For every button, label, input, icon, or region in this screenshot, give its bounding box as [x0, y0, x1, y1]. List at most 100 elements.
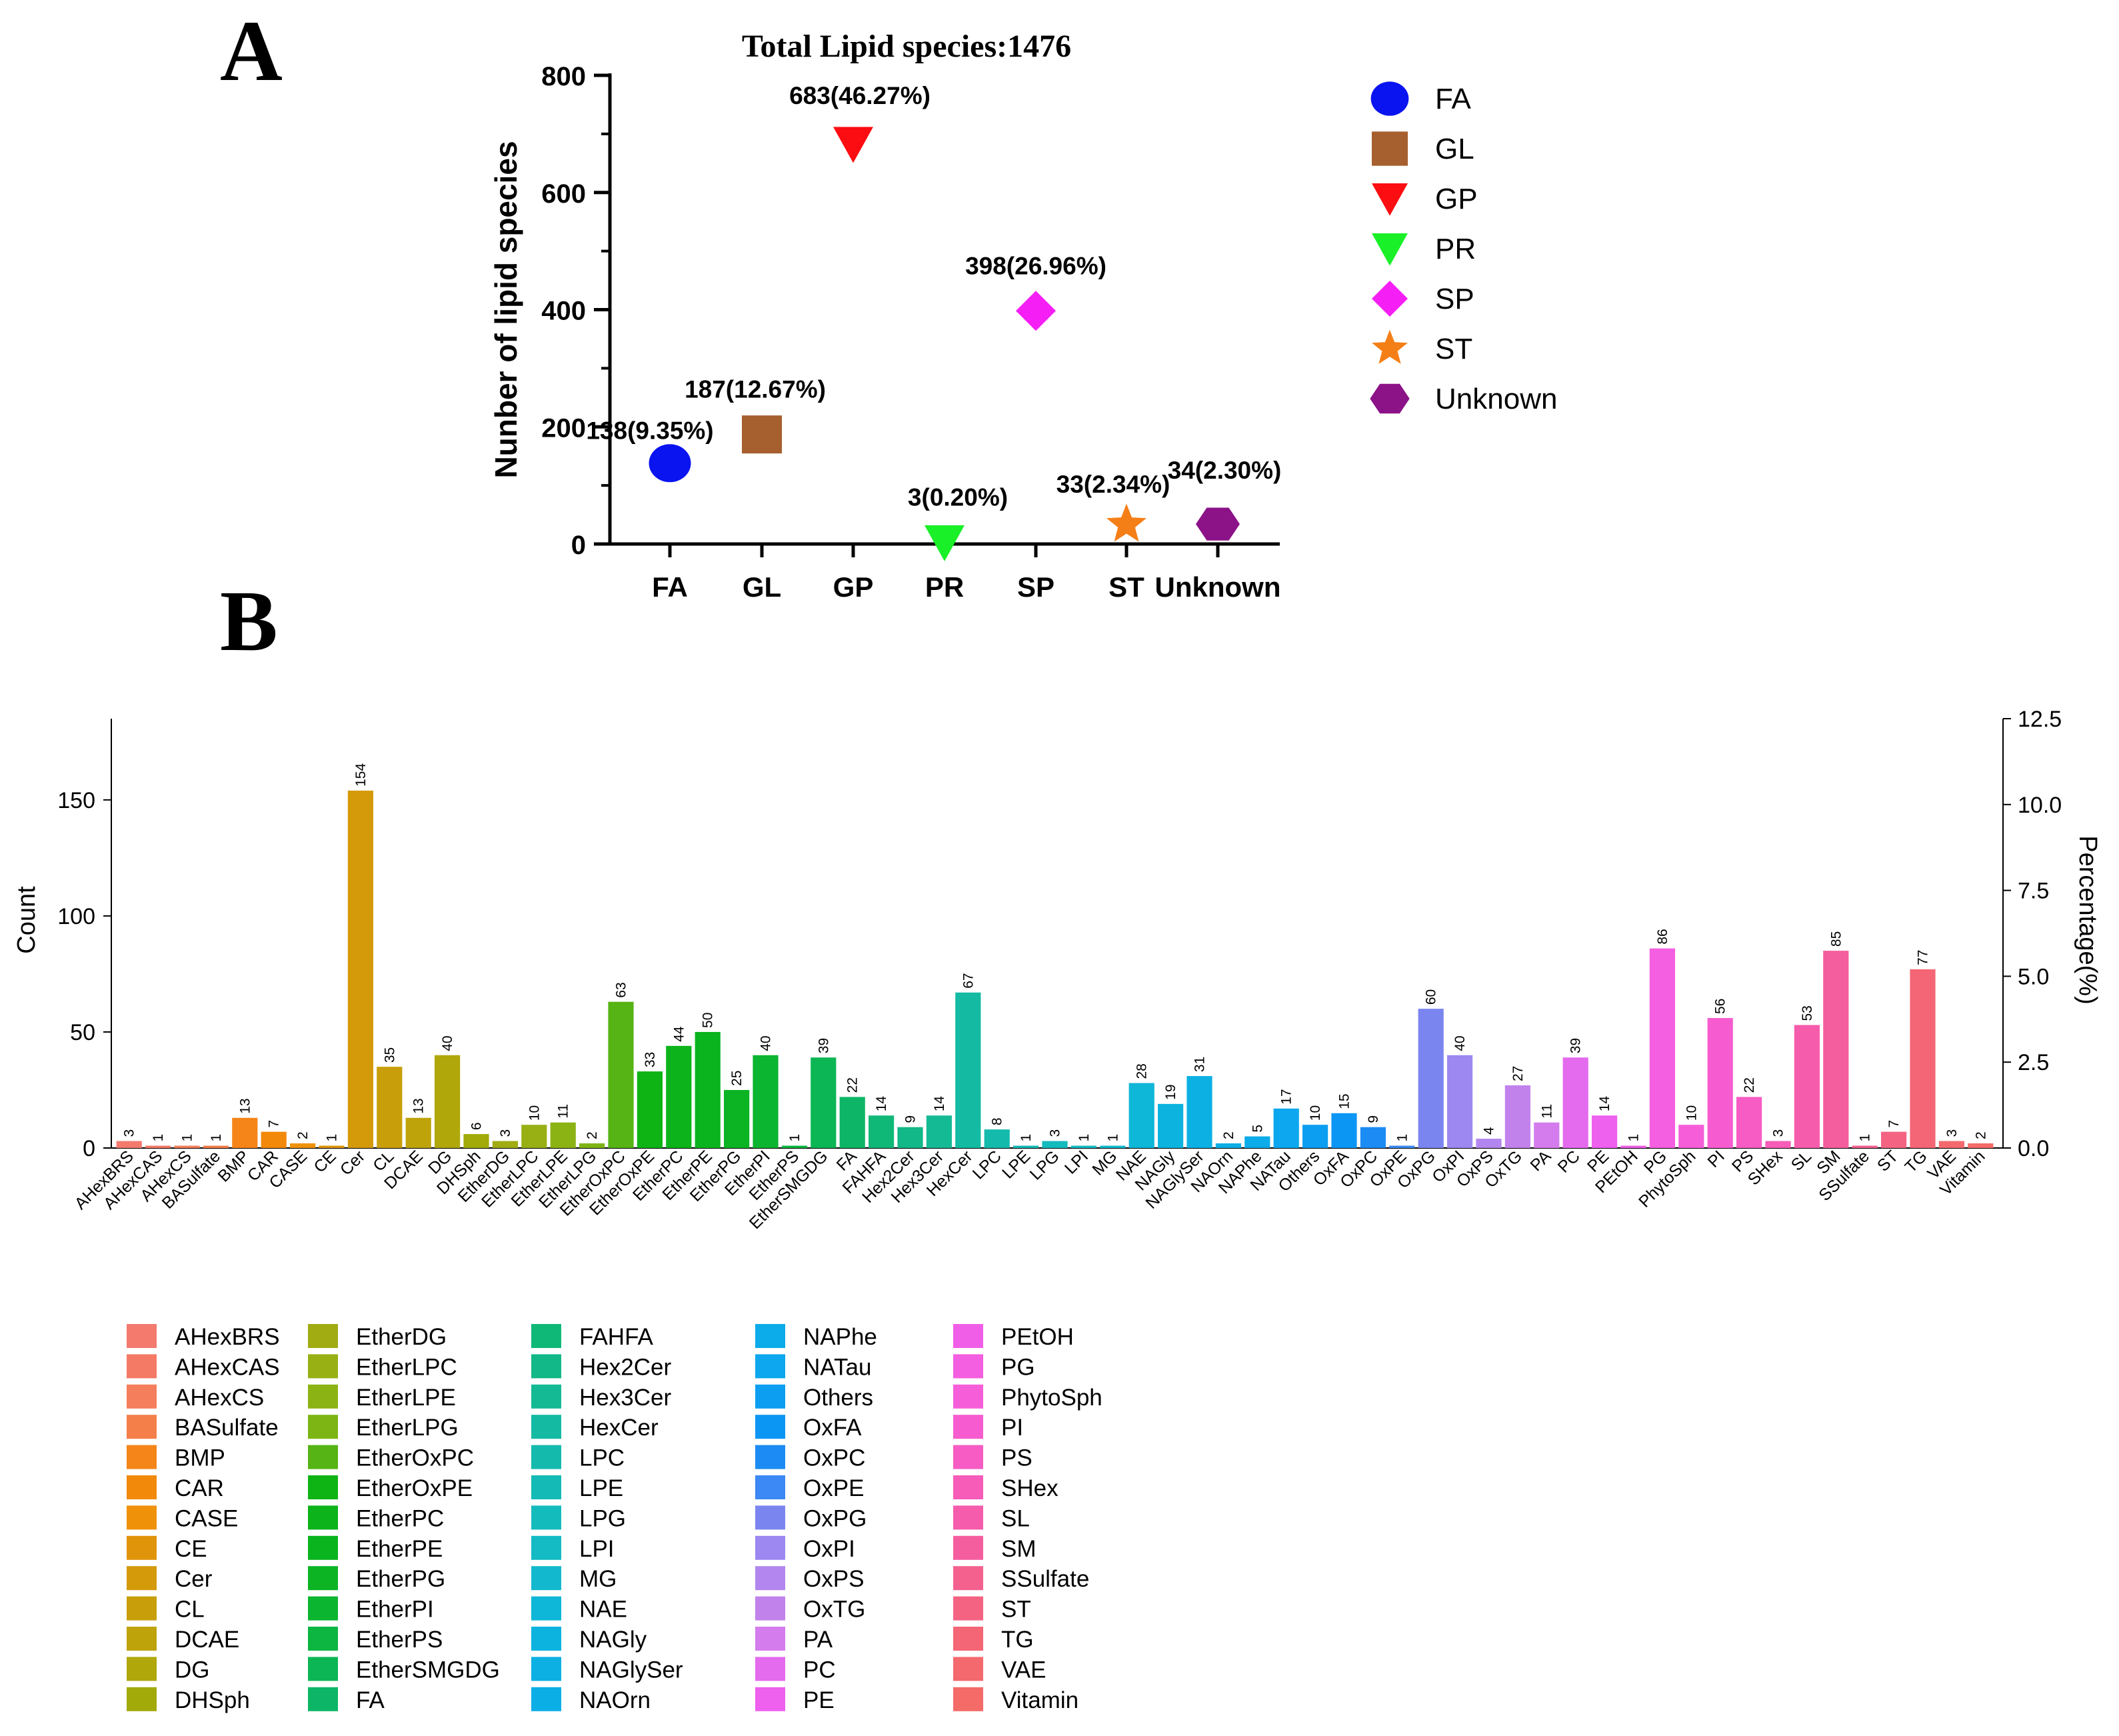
chart-b-legend-swatch	[755, 1657, 785, 1681]
chart-b-data-label: 11	[1539, 1104, 1554, 1119]
chart-b-legend-label: CAR	[175, 1475, 224, 1501]
panel-label-b: B	[220, 573, 278, 669]
chart-b-legend-label: DHSph	[175, 1687, 250, 1713]
chart-b-legend-label: AHexBRS	[175, 1324, 280, 1350]
chart-a-data-label: 138(9.35%)	[586, 417, 713, 445]
chart-b-bar	[1504, 1085, 1530, 1148]
chart-b-legend-label: BMP	[175, 1445, 225, 1471]
chart-b-data-label: 1	[1858, 1134, 1873, 1142]
chart-b-data-label: 1	[325, 1134, 340, 1142]
chart-b-data-label: 2	[1221, 1131, 1236, 1139]
chart-b-legend-label: OxPI	[803, 1536, 855, 1562]
chart-b-bar	[1042, 1141, 1068, 1148]
chart-b-x-tick-label: SL	[1788, 1147, 1815, 1174]
chart-a-point	[649, 444, 691, 483]
chart-b-data-label: 4	[1482, 1127, 1497, 1135]
chart-b-legend-label: OxPS	[803, 1566, 864, 1592]
chart-b-legend-label: OxFA	[803, 1415, 862, 1441]
chart-b-data-label: 2	[295, 1131, 311, 1139]
chart-b-data-label: 28	[1134, 1063, 1150, 1079]
chart-b-legend-swatch	[308, 1384, 338, 1409]
chart-b-bar	[1852, 1145, 1878, 1148]
chart-b-legend-label: HexCer	[579, 1415, 659, 1441]
chart-a-marks: 138(9.35%) 187(12.67%) 683(46.27%) 3(0.20%)…	[586, 82, 1281, 561]
chart-b-data-label: 40	[1452, 1035, 1468, 1051]
chart-a-legend-label: Unknown	[1435, 383, 1557, 415]
chart-b-bar	[492, 1141, 518, 1148]
chart-b-bar	[839, 1097, 865, 1148]
chart-b-bar	[1736, 1097, 1762, 1148]
chart-b-legend-swatch	[531, 1596, 561, 1621]
chart-b-legend-swatch	[531, 1475, 561, 1499]
chart-b-bar	[1273, 1108, 1299, 1148]
chart-b-legend-swatch	[308, 1657, 338, 1681]
chart-b-legend-label: EtherPI	[356, 1597, 434, 1623]
chart-b-data-label: 33	[643, 1052, 658, 1067]
chart-a-x-tick-label: ST	[1108, 571, 1144, 603]
chart-b-bar	[1678, 1125, 1704, 1148]
chart-b-data-label: 1	[151, 1134, 166, 1142]
chart-b-legend-swatch	[953, 1475, 983, 1499]
chart-a-legend-label: ST	[1435, 333, 1472, 365]
chart-b-data-label: 9	[903, 1115, 919, 1123]
chart-b-data-label: 56	[1713, 999, 1728, 1014]
chart-b-data-label: 7	[267, 1120, 282, 1128]
chart-b-legend-label: FAHFA	[579, 1324, 654, 1350]
chart-b-bar	[463, 1134, 489, 1148]
chart-b-y-tick-label: 0	[83, 1136, 95, 1161]
chart-a-x-tick-label: FA	[652, 571, 688, 603]
chart-b-legend-label: SM	[1001, 1536, 1037, 1562]
chart-b-data-label: 15	[1337, 1093, 1352, 1109]
chart-b-legend-label: EtherPS	[356, 1627, 443, 1653]
chart-b-data-label: 22	[1742, 1077, 1757, 1093]
chart-b-legend-label: LPG	[579, 1505, 626, 1531]
chart-b-legend-label: OxPG	[803, 1505, 867, 1531]
chart-b-bar	[261, 1131, 287, 1148]
chart-b-legend-swatch	[127, 1384, 157, 1409]
chart-a-legend: FA GL GP PR SP ST Unknown	[1370, 81, 1557, 415]
chart-b-legend-swatch	[308, 1354, 338, 1379]
chart-b-legend-swatch	[953, 1596, 983, 1621]
chart-a-legend-swatch	[1372, 281, 1408, 317]
chart-b-right-tick-label: 12.5	[2018, 707, 2062, 732]
chart-b-legend-label: OxPE	[803, 1475, 864, 1501]
chart-b-legend-swatch	[755, 1475, 785, 1499]
chart-b-bar	[897, 1127, 923, 1148]
chart-b-legend-label: MG	[579, 1566, 617, 1592]
chart-a-data-label: 33(2.34%)	[1057, 471, 1170, 498]
chart-b-data-label: 3	[1048, 1129, 1063, 1137]
chart-b-bar	[319, 1145, 345, 1148]
chart-b-data-label: 10	[527, 1105, 542, 1121]
chart-b-x-tick-label: LPE	[999, 1147, 1034, 1182]
chart-b-legend-label: EtherOxPC	[356, 1445, 474, 1471]
chart-b-data-label: 22	[845, 1077, 861, 1093]
chart-b-bar	[1013, 1145, 1039, 1148]
chart-b-legend-swatch	[755, 1566, 785, 1591]
chart-b-bar	[1447, 1055, 1473, 1148]
chart-a-y-tick-label: 400	[541, 297, 586, 326]
chart-b-legend-label: AHexCAS	[175, 1354, 280, 1380]
chart-b-legend-label: FA	[356, 1687, 385, 1713]
chart-a-legend-swatch	[1372, 183, 1408, 216]
chart-b-bar	[1186, 1076, 1212, 1148]
chart-b-bar	[608, 1001, 634, 1148]
chart-b-y-tick-label: 100	[57, 904, 95, 929]
chart-b-data-label: 3	[1944, 1129, 1960, 1137]
chart-b-data-label: 10	[1308, 1105, 1323, 1121]
chart-b-data-label: 77	[1916, 950, 1931, 965]
chart-b-legend-label: PA	[803, 1627, 833, 1653]
chart-b-legend-swatch	[953, 1687, 983, 1711]
chart-b-legend-label: SHex	[1001, 1475, 1059, 1501]
chart-b-legend-label: PG	[1001, 1354, 1035, 1380]
chart-b-bar	[521, 1125, 547, 1148]
chart-a-x-tick-label: SP	[1017, 571, 1055, 603]
chart-b-data-label: 40	[759, 1035, 774, 1051]
chart-b-data-label: 10	[1684, 1105, 1699, 1121]
chart-b-bar	[1418, 1009, 1444, 1148]
chart-b-data-label: 1	[787, 1134, 803, 1142]
chart-a-data-label: 187(12.67%)	[685, 376, 826, 403]
chart-b-x-tick-label: SHex	[1744, 1147, 1786, 1189]
chart-b-legend-label: Cer	[175, 1566, 213, 1592]
chart-b-data-label: 1	[209, 1134, 224, 1142]
chart-b-bar	[695, 1031, 721, 1148]
